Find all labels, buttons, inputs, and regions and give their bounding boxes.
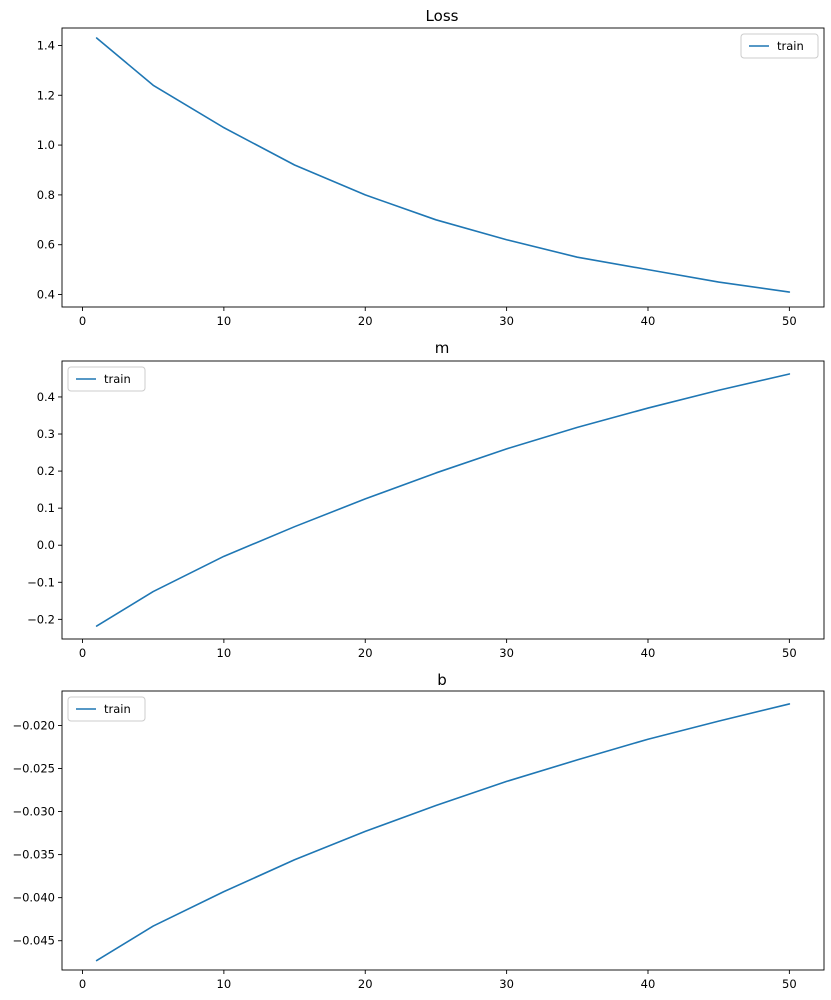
b-xtick-label: 0 xyxy=(79,977,86,991)
m-xtick-label: 40 xyxy=(641,646,656,660)
b-legend-box xyxy=(67,696,146,722)
loss-ytick-label: 1.0 xyxy=(37,138,55,152)
loss-series-line-train xyxy=(95,37,791,293)
loss-ytick-label: 1.2 xyxy=(37,88,55,102)
b-ytick-label: −0.025 xyxy=(12,762,55,776)
m-xtick-label: 30 xyxy=(499,646,514,660)
b-xtick-label: 50 xyxy=(782,977,797,991)
m-xtick-label: 50 xyxy=(782,646,797,660)
m-ytick-label: −0.1 xyxy=(27,575,55,589)
m-xtick-label: 0 xyxy=(79,646,86,660)
loss-xtick-label: 50 xyxy=(782,314,797,328)
b-axes-frame xyxy=(61,690,825,971)
loss-xtick-label: 40 xyxy=(641,314,656,328)
m-axes-frame xyxy=(61,360,825,640)
loss-xtick-label: 20 xyxy=(358,314,373,328)
b-ytick-label: −0.045 xyxy=(12,934,55,948)
loss-ytick-label: 1.4 xyxy=(37,38,55,52)
loss-legend-box xyxy=(740,33,819,59)
b-xtick-label: 30 xyxy=(499,977,514,991)
m-series-line-train xyxy=(95,373,791,627)
m-ytick-label: 0.4 xyxy=(37,390,55,404)
b-legend-label: train xyxy=(104,702,131,716)
loss-legend-label: train xyxy=(777,39,804,53)
b-xtick-label: 10 xyxy=(217,977,232,991)
b-panel: b 0 10 20 30 40 50 −0.045 −0.040 −0.035 −0.030 −0.… xyxy=(12,671,825,991)
m-ytick-label: 0.3 xyxy=(37,427,55,441)
m-legend-label: train xyxy=(104,372,131,386)
m-ytick-label: 0.1 xyxy=(37,501,55,515)
m-ytick-label: −0.2 xyxy=(27,612,55,626)
loss-ytick-label: 0.8 xyxy=(37,188,55,202)
loss-ytick-label: 0.6 xyxy=(37,238,55,252)
loss-ytick-label: 0.4 xyxy=(37,288,55,302)
b-ytick-label: −0.020 xyxy=(12,718,55,732)
loss-panel: Loss 0 10 20 30 40 50 0.4 0.6 0.8 1.0 1.2 1.4 train xyxy=(37,7,825,328)
m-title: m xyxy=(435,339,450,357)
m-ytick-label: 0.0 xyxy=(37,538,55,552)
loss-xtick-label: 0 xyxy=(79,314,86,328)
m-ytick-label: 0.2 xyxy=(37,464,55,478)
loss-title: Loss xyxy=(426,7,459,25)
b-title: b xyxy=(437,671,447,689)
b-series-line-train xyxy=(95,703,791,962)
loss-xtick-label: 10 xyxy=(217,314,232,328)
b-ytick-label: −0.040 xyxy=(12,891,55,905)
b-ytick-label: −0.035 xyxy=(12,848,55,862)
m-xtick-label: 20 xyxy=(358,646,373,660)
b-ytick-label: −0.030 xyxy=(12,805,55,819)
m-legend-box xyxy=(67,366,146,392)
loss-axes-frame xyxy=(61,27,825,308)
b-xtick-label: 40 xyxy=(641,977,656,991)
b-xtick-label: 20 xyxy=(358,977,373,991)
m-xtick-label: 10 xyxy=(217,646,232,660)
loss-xtick-label: 30 xyxy=(499,314,514,328)
m-panel: m 0 10 20 30 40 50 −0.2 −0.1 0.0 0.1 0.2 0.3 0.4 trai… xyxy=(27,339,825,660)
